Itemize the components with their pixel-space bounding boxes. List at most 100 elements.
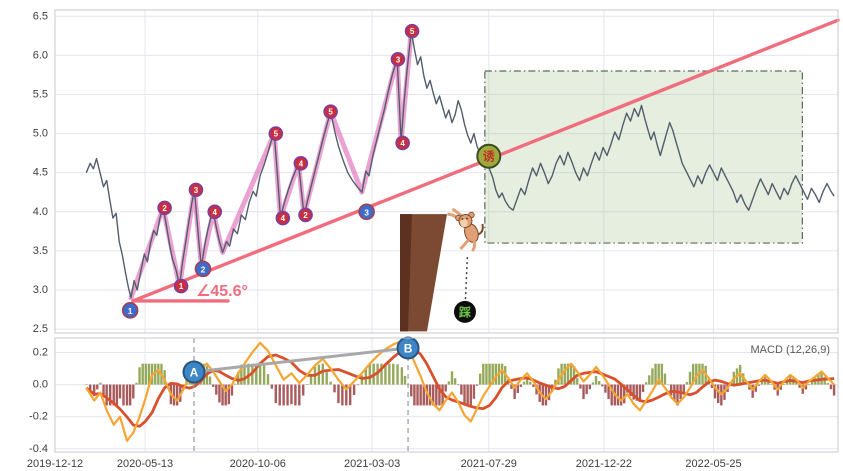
- macd-histogram-bar: [115, 384, 119, 406]
- wave-marker-red: [395, 135, 410, 151]
- wave-marker-red-label: 4: [281, 214, 286, 223]
- macd-histogram-bar: [321, 363, 324, 385]
- macd-histogram-bar: [591, 382, 595, 385]
- macd-histogram-bar: [392, 363, 395, 385]
- drop-dotted-line: [464, 257, 469, 300]
- macd-y-tick-label: 0.0: [33, 379, 48, 391]
- macd-histogram-bar: [92, 384, 96, 397]
- macd-histogram-bar: [453, 378, 457, 385]
- macd-histogram-bar: [475, 384, 479, 386]
- macd-histogram-bar: [356, 384, 360, 386]
- x-tick-label: 2020-05-13: [117, 458, 173, 470]
- macd-histogram-bar: [632, 384, 635, 400]
- macd-histogram-bar: [89, 384, 92, 391]
- macd-histogram-bar: [757, 384, 761, 386]
- macd-histogram-bar: [510, 384, 513, 389]
- macd-histogram-bar: [563, 363, 566, 385]
- macd-histogram-bar: [309, 375, 313, 385]
- macd-histogram-bar: [102, 384, 105, 395]
- macd-histogram-bar: [710, 384, 714, 389]
- macd-histogram-bar: [810, 381, 814, 385]
- macd-histogram-bar: [341, 384, 344, 406]
- macd-histogram-bar: [482, 363, 485, 385]
- monkey-leg-right: [471, 240, 477, 252]
- macd-histogram-bar: [469, 384, 472, 406]
- macd-histogram-bar: [638, 384, 642, 402]
- macd-histogram-bar: [435, 384, 438, 406]
- macd-histogram-bar: [380, 363, 383, 385]
- wave-marker-red-label: 1: [179, 282, 184, 291]
- macd-histogram-bar: [112, 384, 115, 406]
- macd-histogram-bar: [96, 384, 99, 390]
- monkey-illustration: [447, 207, 484, 252]
- macd-histogram-bar: [610, 384, 613, 406]
- macd-histogram-bar: [360, 375, 364, 385]
- chart-render-root: 踩 诱 2 1 3 4 5 4 4 2 5 3 4 5 1 2 3 A B 2.5 3.0 3.5 4.0 4.5 5.0 5.5…: [27, 9, 840, 470]
- macd-histogram-bar: [329, 381, 332, 385]
- macd-histogram-bar: [685, 381, 689, 385]
- price-line: [85, 30, 835, 299]
- main-y-tick-label: 3.0: [33, 284, 48, 296]
- macd-histogram-bar: [419, 384, 422, 406]
- wave-marker-red: [207, 204, 223, 220]
- macd-histogram-bar: [795, 381, 798, 385]
- macd-histogram-bar: [396, 364, 399, 385]
- x-tick-label: 2022-05-25: [685, 458, 741, 470]
- macd-histogram-bar: [519, 384, 523, 387]
- wave-marker-red-label: 4: [400, 139, 405, 148]
- macd-histogram-bar: [651, 368, 654, 385]
- macd-histogram-bar: [666, 384, 670, 386]
- macd-histogram-bar: [457, 384, 460, 386]
- wave-marker-blue: [358, 203, 375, 221]
- main-y-tick-label: 6.0: [33, 49, 48, 61]
- macd-histogram-bar: [601, 384, 604, 387]
- wave-marker-blue-label: 2: [201, 264, 206, 274]
- wave-marker-red-label: 4: [213, 208, 218, 217]
- macd-histogram-bar: [175, 384, 179, 406]
- macd-y-tick-label: -0.2: [29, 411, 48, 423]
- lure-marker: [476, 143, 502, 169]
- macd-histogram-bar: [262, 363, 266, 385]
- macd-histogram-bar: [460, 384, 463, 395]
- macd-histogram-bar: [557, 368, 560, 385]
- macd-histogram-bar: [826, 382, 830, 385]
- macd-histogram-bar: [345, 384, 348, 406]
- angle-annotation: ∠45.6°: [196, 283, 248, 300]
- macd-histogram-bar: [444, 384, 447, 392]
- macd-histogram-bar: [754, 384, 757, 392]
- macd-histogram-bar: [450, 371, 454, 385]
- macd-histogram-bar: [118, 384, 122, 399]
- macd-histogram-bar: [529, 381, 532, 385]
- main-y-tick-label: 6.5: [33, 10, 48, 22]
- macd-histogram-bar: [384, 363, 387, 385]
- stomp-marker-label: 踩: [459, 305, 471, 319]
- macd-histogram-bar: [274, 384, 278, 404]
- macd-histogram-bar: [290, 384, 293, 405]
- macd-panel-frame: [54, 337, 839, 453]
- macd-histogram-bar: [125, 384, 129, 406]
- macd-histogram-bar: [532, 384, 535, 387]
- wave-marker-red-label: 3: [396, 55, 401, 64]
- macd-histogram-bar: [807, 384, 811, 386]
- macd-y-tick-label: -0.4: [29, 443, 48, 455]
- macd-histogram-bar: [535, 384, 538, 395]
- macd-histogram-bar: [676, 384, 679, 406]
- macd-histogram-bar: [566, 363, 570, 385]
- x-tick-label: 2021-03-03: [344, 458, 400, 470]
- macd-histogram-bar: [657, 363, 660, 385]
- macd-histogram-bar: [286, 384, 289, 406]
- macd-histogram-bar: [431, 384, 435, 406]
- macd-histogram-bar: [230, 384, 234, 396]
- macd-histogram-bar: [278, 384, 281, 406]
- macd-histogram-bar: [717, 384, 720, 404]
- macd-histogram-bar: [582, 384, 585, 400]
- macd-y-tick-label: 0.2: [33, 346, 48, 358]
- wave-marker-red-label: 5: [274, 130, 279, 139]
- wave-overlay-line: [128, 28, 414, 301]
- wave-marker-red: [323, 104, 338, 119]
- macd-histogram-bar: [282, 384, 285, 406]
- main-y-tick-label: 5.5: [33, 88, 48, 100]
- macd-histogram-bar: [247, 363, 250, 385]
- macd-histogram-bar: [132, 384, 135, 399]
